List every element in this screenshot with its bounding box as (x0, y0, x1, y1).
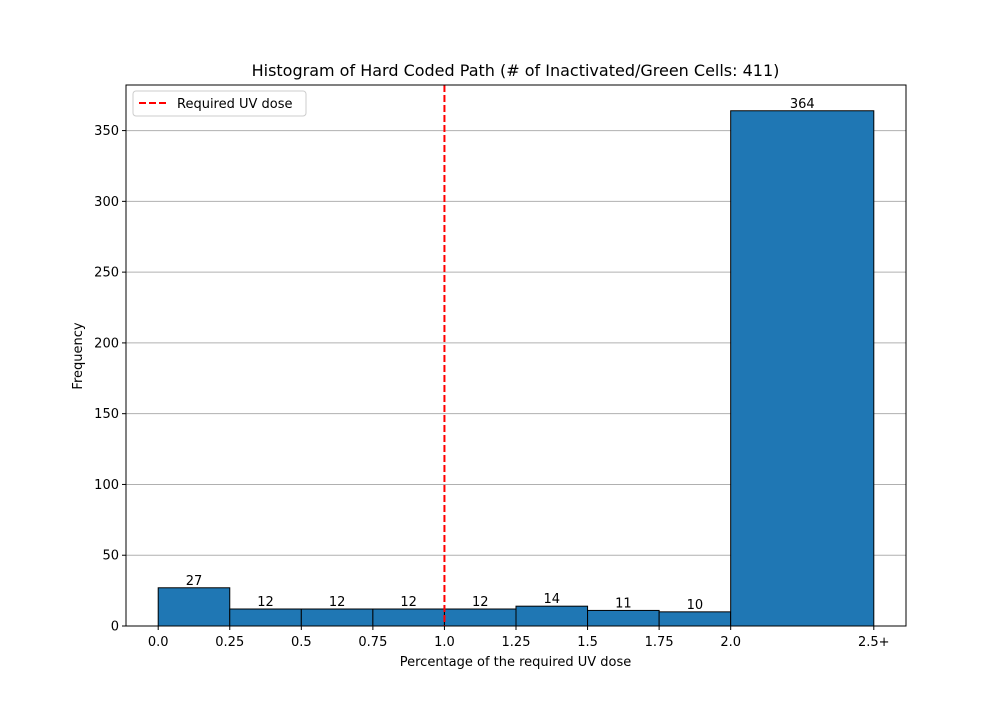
y-tick-label: 50 (102, 549, 119, 564)
x-tick-label: 1.75 (645, 635, 674, 650)
histogram-bar (300, 608, 374, 627)
x-tick-label: 0.25 (215, 635, 244, 650)
x-tick-label: 2.0 (720, 635, 741, 650)
legend: Required UV dose (132, 90, 307, 117)
histogram-bar (658, 611, 732, 627)
y-tick-label: 200 (94, 336, 119, 351)
x-axis-title: Percentage of the required UV dose (400, 655, 632, 670)
x-axis-ticks: 0.0 0.25 0.5 0.75 1.0 1.25 1.5 1.75 2.0 2.5+ (148, 626, 890, 650)
x-tick-label: 0.75 (358, 635, 387, 650)
x-tick-label: 1.5 (577, 635, 598, 650)
histogram-bar (443, 608, 517, 627)
legend-box (132, 90, 307, 117)
y-tick-label: 350 (94, 124, 119, 139)
y-tick-label: 150 (94, 407, 119, 422)
histogram-bar (587, 609, 660, 627)
bar-value-label: 27 (186, 574, 203, 589)
bar-value-label: 12 (472, 595, 489, 610)
y-tick-label: 300 (94, 195, 119, 210)
histogram-bar (515, 605, 589, 627)
bar-value-label: 12 (329, 595, 346, 610)
histogram-bar (372, 608, 445, 627)
bar-value-label: 12 (257, 595, 274, 610)
x-tick-label: 0.5 (291, 635, 312, 650)
y-axis-ticks: 0 50 100 150 200 250 300 350 (94, 124, 126, 635)
bar-value-label: 364 (790, 97, 815, 112)
y-axis-title: Frequency (71, 322, 86, 389)
histogram-bar (229, 608, 302, 627)
histogram-bar (157, 587, 231, 627)
bar-value-label: 14 (544, 592, 561, 607)
x-tick-label: 1.25 (502, 635, 531, 650)
y-tick-label: 0 (111, 620, 119, 635)
y-tick-label: 100 (94, 478, 119, 493)
bar-labels: 27 12 12 12 12 14 11 10 364 (186, 97, 815, 613)
legend-label: Required UV dose (177, 97, 293, 112)
y-tick-label: 250 (94, 266, 119, 281)
histogram-bar (730, 110, 875, 627)
x-tick-label: 0.0 (148, 635, 169, 650)
bar-value-label: 11 (615, 596, 632, 611)
bars (157, 110, 875, 627)
x-tick-label: 1.0 (434, 635, 455, 650)
bar-value-label: 12 (400, 595, 417, 610)
chart-title: Histogram of Hard Coded Path (# of Inact… (252, 61, 780, 80)
bar-value-label: 10 (687, 598, 704, 613)
x-tick-label: 2.5+ (858, 635, 890, 650)
